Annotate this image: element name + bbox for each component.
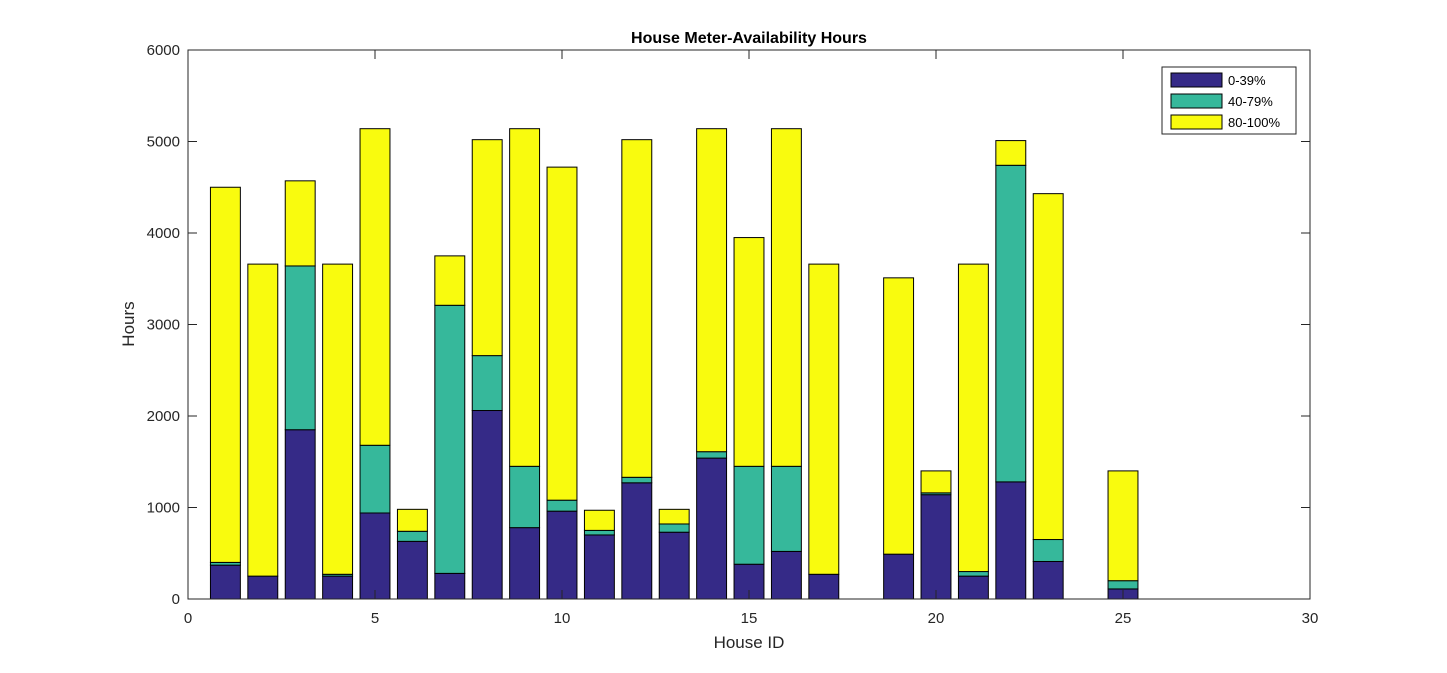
bar-house-17-series-1 (808, 573, 840, 600)
x-tick-label: 25 (1115, 610, 1132, 627)
bar-house-7-series-3 (434, 255, 466, 306)
bar-house-5-series-2 (359, 444, 391, 514)
bar-house-19-series-3 (883, 277, 915, 555)
bar-house-7-series-1 (434, 572, 466, 600)
bar-house-8-series-2 (471, 355, 503, 412)
legend-swatch (1170, 72, 1223, 88)
bar-house-22-series-2 (995, 164, 1027, 483)
bar-house-6-series-2 (396, 530, 428, 542)
bar-house-16-series-3 (770, 128, 802, 467)
bar-house-3-series-1 (284, 429, 316, 600)
chart-title: House Meter-Availability Hours (631, 30, 867, 47)
y-tick-label: 3000 (147, 317, 180, 334)
bar-house-10-series-3 (546, 166, 578, 501)
bar-house-11-series-2 (583, 529, 615, 536)
x-tick-label: 30 (1302, 610, 1319, 627)
bar-house-23-series-3 (1032, 193, 1064, 541)
bar-house-21-series-1 (957, 575, 989, 600)
bar-house-9-series-1 (509, 527, 541, 600)
bar-house-2-series-1 (247, 575, 279, 600)
bar-house-13-series-3 (658, 508, 690, 525)
x-tick-label: 0 (184, 610, 192, 627)
bar-house-2-series-3 (247, 263, 279, 577)
x-tick-label: 15 (741, 610, 758, 627)
bar-house-8-series-1 (471, 410, 503, 600)
bar-house-14-series-1 (696, 457, 728, 600)
bar-house-11-series-1 (583, 534, 615, 600)
bar-house-23-series-2 (1032, 539, 1064, 562)
bar-house-1-series-3 (209, 186, 241, 563)
bar-house-13-series-1 (658, 531, 690, 600)
bar-house-11-series-3 (583, 509, 615, 531)
bar-house-20-series-1 (920, 494, 952, 600)
bar-house-25-series-2 (1107, 580, 1139, 590)
bar-house-21-series-3 (957, 263, 989, 573)
bar-house-9-series-2 (509, 465, 541, 529)
legend-label: 40-79% (1228, 94, 1273, 109)
bar-house-4-series-3 (322, 263, 354, 575)
bar-house-15-series-2 (733, 465, 765, 565)
bar-house-3-series-3 (284, 180, 316, 267)
bar-house-14-series-3 (696, 128, 728, 453)
bar-house-25-series-3 (1107, 470, 1139, 582)
legend-label: 80-100% (1228, 115, 1280, 130)
legend-label: 0-39% (1228, 73, 1266, 88)
y-tick-label: 5000 (147, 134, 180, 151)
legend: 0-39% 40-79% 80-100% (1161, 66, 1297, 135)
y-tick-label: 6000 (147, 42, 180, 59)
y-axis-label: Hours (119, 301, 138, 346)
bar-house-4-series-1 (322, 575, 354, 600)
x-tick-label: 20 (928, 610, 945, 627)
bar-house-16-series-2 (770, 465, 802, 552)
y-tick-label: 1000 (147, 500, 180, 517)
bar-house-5-series-3 (359, 128, 391, 446)
x-axis-label: House ID (714, 633, 785, 652)
bar-house-12-series-2 (621, 476, 653, 484)
bar-house-20-series-3 (920, 470, 952, 494)
bar-house-17-series-3 (808, 263, 840, 575)
bar-house-13-series-2 (658, 523, 690, 533)
bar-house-8-series-3 (471, 139, 503, 357)
bar-house-6-series-3 (396, 508, 428, 532)
bar-house-10-series-2 (546, 499, 578, 512)
y-tick-label: 4000 (147, 225, 180, 242)
bar-house-22-series-1 (995, 481, 1027, 600)
bar-house-12-series-3 (621, 139, 653, 478)
y-tick-label: 2000 (147, 408, 180, 425)
bar-house-5-series-1 (359, 512, 391, 600)
bar-house-12-series-1 (621, 482, 653, 600)
legend-swatch (1170, 93, 1223, 109)
bar-house-6-series-1 (396, 540, 428, 600)
bar-house-9-series-3 (509, 128, 541, 467)
x-tick-label: 10 (554, 610, 571, 627)
x-tick-label: 5 (371, 610, 379, 627)
bars-layer (209, 128, 1139, 600)
bar-house-19-series-1 (883, 553, 915, 600)
bar-house-7-series-2 (434, 304, 466, 574)
bar-house-10-series-1 (546, 510, 578, 600)
legend-swatch (1170, 114, 1223, 130)
bar-house-1-series-1 (209, 564, 241, 600)
bar-house-15-series-3 (733, 237, 765, 467)
bar-house-21-series-2 (957, 571, 989, 577)
bar-house-22-series-3 (995, 140, 1027, 166)
y-tick-label: 0 (172, 591, 180, 608)
ticks-layer: 0 5 10 15 20 25 30 0 1000 2000 3000 4000 5000 6000 (147, 42, 1319, 627)
bar-house-14-series-2 (696, 451, 728, 459)
bar-house-3-series-2 (284, 265, 316, 431)
bar-house-23-series-1 (1032, 560, 1064, 600)
bar-house-16-series-1 (770, 550, 802, 600)
